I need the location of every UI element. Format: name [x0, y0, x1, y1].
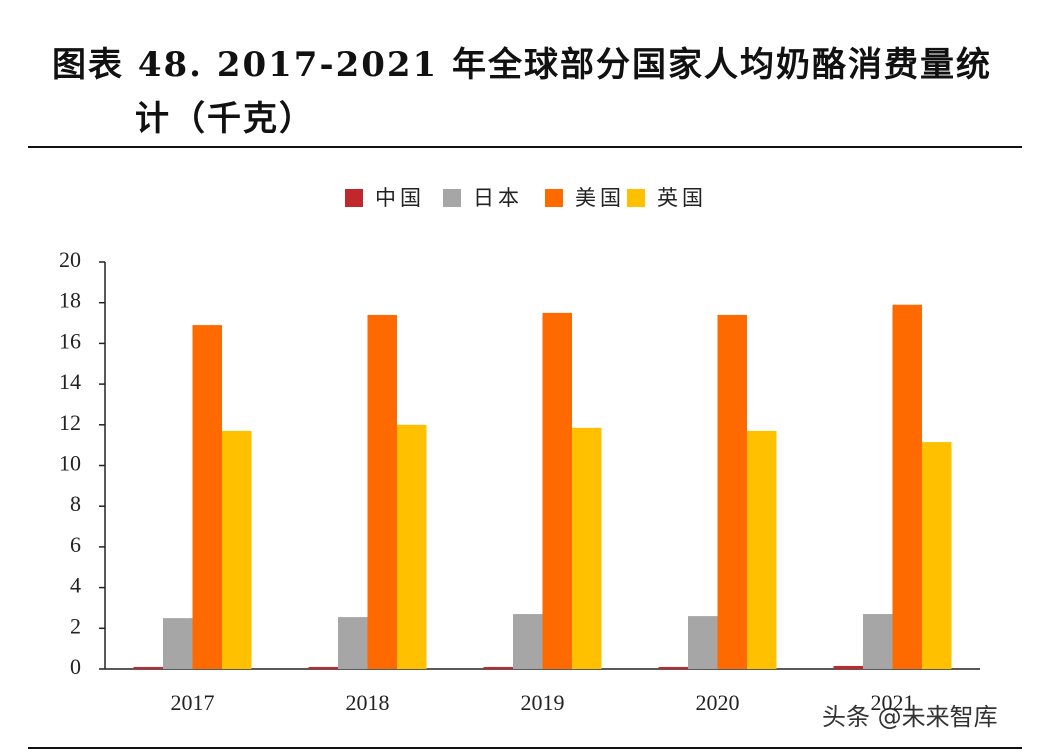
y-tick-label: 12: [59, 410, 81, 435]
legend-label: 英国: [657, 186, 707, 210]
legend-label: 中国: [375, 186, 425, 210]
bar: [367, 314, 397, 669]
bar: [308, 666, 338, 669]
legend-swatch: [443, 189, 461, 207]
bar: [892, 304, 922, 669]
bar: [863, 614, 893, 669]
y-tick-label: 20: [59, 247, 81, 272]
y-tick-label: 10: [59, 451, 81, 476]
bar: [483, 666, 513, 669]
legend-swatch: [345, 189, 363, 207]
bar: [717, 314, 747, 669]
legend-label: 美国: [575, 186, 625, 210]
bar: [397, 424, 427, 669]
bar: [833, 665, 863, 669]
bar: [163, 618, 193, 669]
y-tick-label: 6: [70, 532, 81, 557]
y-tick-label: 18: [59, 288, 81, 313]
x-tick-label: 2018: [346, 690, 390, 715]
legend-swatch: [545, 189, 563, 207]
chart-title: 图表 48. 2017-2021 年全球部分国家人均奶酪消费量统计（千克）: [52, 45, 993, 139]
bar: [688, 616, 718, 669]
bar: [222, 430, 252, 669]
y-tick-label: 16: [59, 328, 81, 353]
bar: [513, 614, 543, 669]
bar: [338, 617, 368, 669]
x-tick-label: 2021: [871, 690, 915, 715]
y-tick-label: 14: [59, 369, 81, 394]
bar: [192, 325, 222, 669]
bar: [133, 666, 163, 669]
legend-label: 日本: [473, 186, 523, 210]
bar: [572, 427, 602, 669]
y-tick-label: 8: [70, 491, 81, 516]
bar: [922, 442, 952, 669]
x-tick-label: 2020: [696, 690, 740, 715]
bar: [542, 312, 572, 669]
x-tick-label: 2019: [521, 690, 565, 715]
y-tick-label: 0: [70, 654, 81, 679]
legend-swatch: [627, 189, 645, 207]
y-tick-label: 2: [70, 613, 81, 638]
bar: [658, 666, 688, 669]
x-tick-label: 2017: [171, 690, 215, 715]
watermark: 头条 @未来智库: [822, 703, 998, 731]
bar: [747, 430, 777, 669]
y-tick-label: 4: [70, 573, 81, 598]
